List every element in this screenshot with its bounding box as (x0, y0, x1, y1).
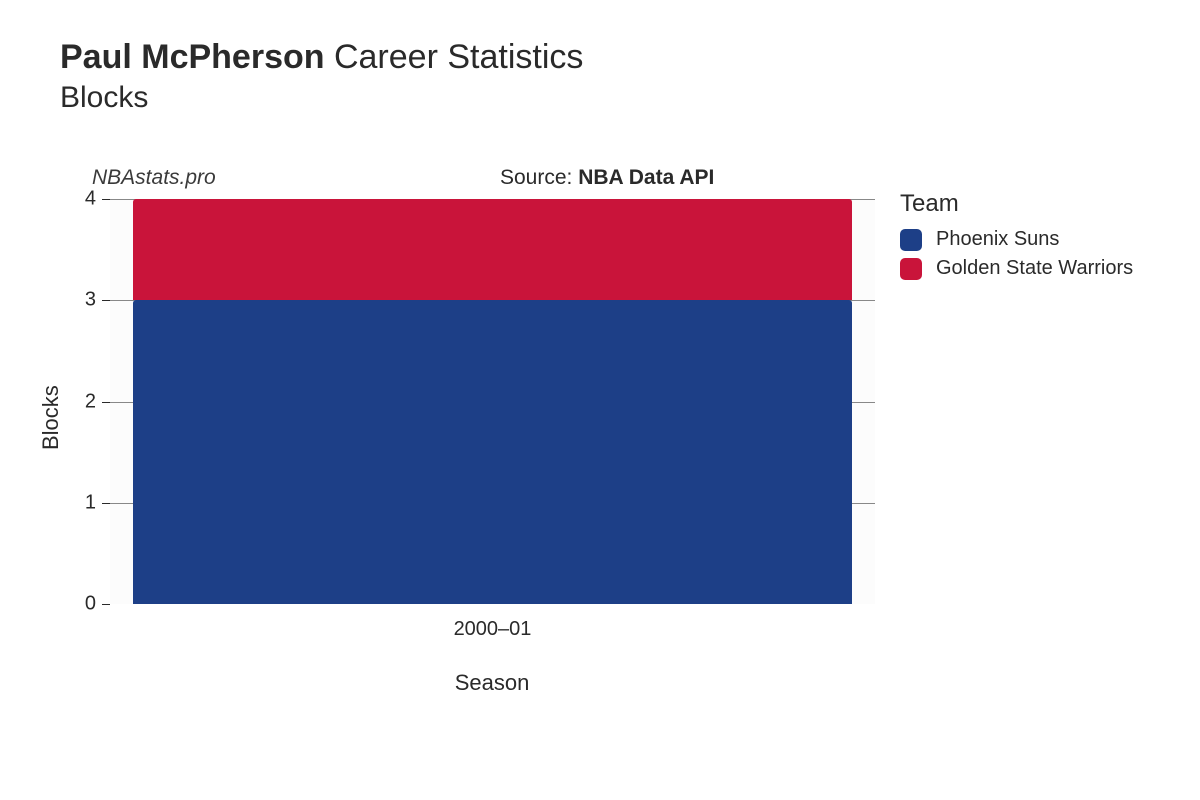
y-tick (102, 503, 110, 504)
chart-subtitle: Blocks (60, 81, 583, 115)
x-tick-label: 2000–01 (454, 618, 532, 641)
bar-stack (133, 199, 852, 604)
y-tick-label: 3 (66, 289, 96, 312)
legend-title: Team (900, 190, 1133, 218)
chart-title: Paul McPherson Career Statistics (60, 38, 583, 77)
y-tick (102, 199, 110, 200)
source-prefix: Source: (500, 166, 578, 189)
chart-title-block: Paul McPherson Career Statistics Blocks (60, 38, 583, 115)
y-tick (102, 604, 110, 605)
source-attribution: Source: NBA Data API (500, 166, 714, 190)
source-name: NBA Data API (578, 166, 714, 189)
y-tick-label: 0 (66, 593, 96, 616)
legend-item: Phoenix Suns (900, 228, 1133, 251)
y-tick-label: 2 (66, 390, 96, 413)
watermark-text: NBAstats.pro (92, 166, 216, 190)
chart-plot-area (110, 199, 875, 604)
legend-label: Golden State Warriors (936, 257, 1133, 280)
y-tick (102, 402, 110, 403)
bar-segment (133, 300, 852, 604)
legend-label: Phoenix Suns (936, 228, 1059, 251)
legend-swatch (900, 258, 922, 280)
y-tick-label: 1 (66, 491, 96, 514)
y-axis-label: Blocks (38, 385, 64, 450)
legend-item: Golden State Warriors (900, 257, 1133, 280)
player-name: Paul McPherson (60, 38, 325, 76)
bar-segment (133, 199, 852, 300)
title-suffix: Career Statistics (334, 38, 583, 76)
y-tick-label: 4 (66, 188, 96, 211)
legend-swatch (900, 229, 922, 251)
x-axis-label: Season (455, 670, 530, 696)
y-tick (102, 300, 110, 301)
legend: Team Phoenix Suns Golden State Warriors (900, 190, 1133, 286)
